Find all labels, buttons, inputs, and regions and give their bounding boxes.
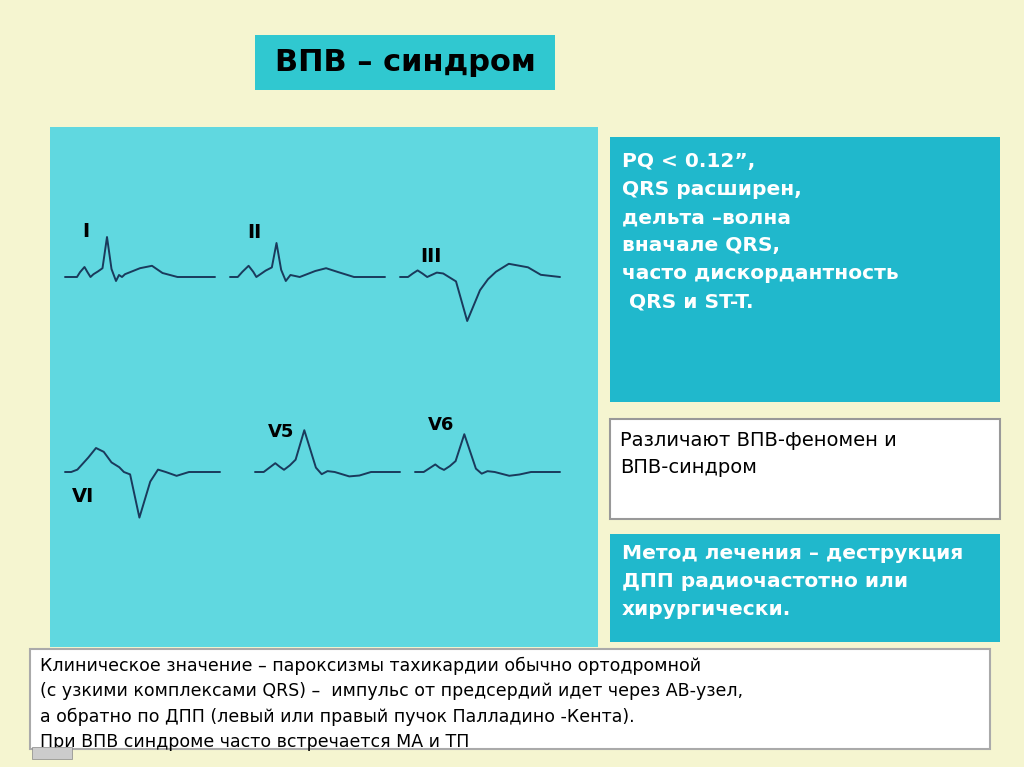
Text: PQ < 0.12”,
QRS расширен,
дельта –волна
вначале QRS,
часто дискордантность
 QRS : PQ < 0.12”, QRS расширен, дельта –волна … (622, 152, 899, 311)
Text: V6: V6 (428, 416, 455, 434)
Bar (30, 649, 990, 749)
Bar (50, 127, 598, 647)
Bar (32, 747, 72, 759)
Text: ВПВ – синдром: ВПВ – синдром (274, 48, 536, 77)
Bar (255, 35, 555, 90)
Bar (610, 534, 1000, 642)
Text: V5: V5 (268, 423, 294, 441)
Text: Клиническое значение – пароксизмы тахикардии обычно ортодромной
(с узкими компле: Клиническое значение – пароксизмы тахика… (40, 657, 743, 751)
Bar (610, 137, 1000, 402)
Text: Различают ВПВ-феномен и
ВПВ-синдром: Различают ВПВ-феномен и ВПВ-синдром (620, 431, 897, 477)
Text: II: II (247, 223, 261, 242)
Bar (610, 419, 1000, 519)
Text: Метод лечения – деструкция
ДПП радиочастотно или
хирургически.: Метод лечения – деструкция ДПП радиочаст… (622, 544, 964, 619)
Text: VI: VI (72, 487, 94, 506)
Text: III: III (420, 247, 441, 266)
Text: I: I (82, 222, 89, 241)
